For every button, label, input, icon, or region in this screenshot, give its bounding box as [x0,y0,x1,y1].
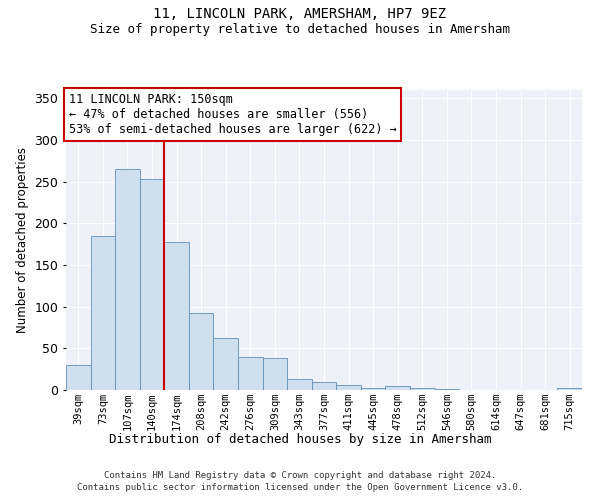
Bar [336,385,361,390]
Text: 11, LINCOLN PARK, AMERSHAM, HP7 9EZ: 11, LINCOLN PARK, AMERSHAM, HP7 9EZ [154,8,446,22]
Bar [434,389,459,390]
Bar [189,312,214,390]
Bar [385,386,410,390]
Bar [115,169,140,390]
Bar [557,388,582,390]
Bar [287,379,312,390]
Bar [214,338,238,390]
Y-axis label: Number of detached properties: Number of detached properties [16,147,29,333]
Text: Distribution of detached houses by size in Amersham: Distribution of detached houses by size … [109,432,491,446]
Bar [361,388,385,390]
Bar [312,382,336,390]
Bar [238,356,263,390]
Text: 11 LINCOLN PARK: 150sqm
← 47% of detached houses are smaller (556)
53% of semi-d: 11 LINCOLN PARK: 150sqm ← 47% of detache… [68,93,397,136]
Bar [91,236,115,390]
Bar [263,358,287,390]
Text: Size of property relative to detached houses in Amersham: Size of property relative to detached ho… [90,22,510,36]
Bar [66,365,91,390]
Text: Contains public sector information licensed under the Open Government Licence v3: Contains public sector information licen… [77,484,523,492]
Text: Contains HM Land Registry data © Crown copyright and database right 2024.: Contains HM Land Registry data © Crown c… [104,471,496,480]
Bar [140,179,164,390]
Bar [410,388,434,390]
Bar [164,242,189,390]
